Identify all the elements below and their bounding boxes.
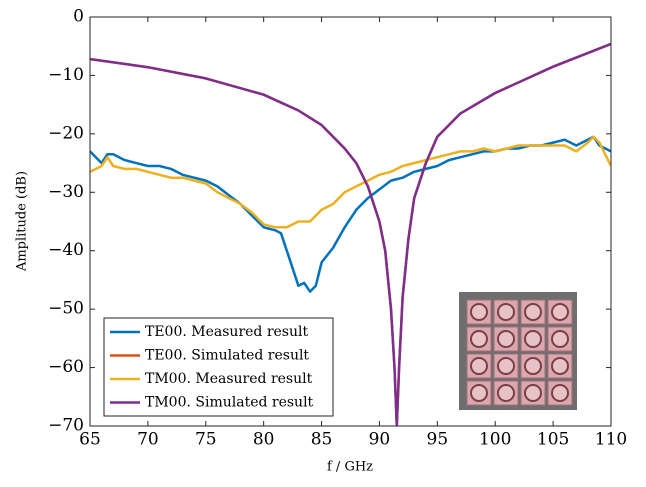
inset-ring <box>551 384 569 402</box>
y-tick-label: −40 <box>48 240 84 260</box>
y-tick-label: −50 <box>48 299 84 319</box>
legend-label: TM00. Measured result <box>145 371 313 387</box>
inset-ring <box>524 303 542 321</box>
y-tick-label: 0 <box>73 7 84 27</box>
inset-ring <box>497 303 515 321</box>
inset-ring <box>524 330 542 348</box>
y-axis-label: Amplitude (dB) <box>15 171 30 272</box>
inset-ring <box>551 303 569 321</box>
y-tick-label: −60 <box>48 357 84 377</box>
y-tick-label: −30 <box>48 182 84 202</box>
series-line <box>90 135 611 229</box>
legend-label: TE00. Measured result <box>145 324 308 340</box>
series-line <box>90 42 611 426</box>
axes-frame <box>89 16 612 427</box>
x-tick-label: 110 <box>595 430 627 450</box>
y-tick-label: −70 <box>48 416 84 436</box>
inset-ring <box>497 357 515 375</box>
y-tick-label: −10 <box>48 65 84 85</box>
legend-label: TM00. Simulated result <box>145 395 314 411</box>
inset-ring <box>497 384 515 402</box>
x-tick-label: 75 <box>195 430 217 450</box>
y-tick-label: −20 <box>48 123 84 143</box>
inset-ring <box>470 303 488 321</box>
inset-ring <box>470 330 488 348</box>
x-tick-label: 70 <box>137 430 159 450</box>
inset-ring <box>470 357 488 375</box>
x-tick-label: 65 <box>79 430 101 450</box>
inset-ring <box>551 330 569 348</box>
x-tick-label: 85 <box>311 430 333 450</box>
inset-ring <box>524 384 542 402</box>
x-tick-label: 90 <box>369 430 391 450</box>
inset-photo <box>459 292 577 410</box>
x-tick-label: 100 <box>479 430 511 450</box>
x-tick-label: 105 <box>537 430 569 450</box>
x-tick-label: 80 <box>253 430 275 450</box>
x-axis-label: f / GHz <box>327 460 373 475</box>
plot-area: 65 70 75 80 85 90 95 100 105 110 0 −10 −20 −30 −40 −50 −… <box>48 7 627 450</box>
inset-ring <box>497 330 515 348</box>
series-line <box>90 135 611 293</box>
legend: TE00. Measured result TE00. Simulated res… <box>103 317 334 417</box>
legend-label: TE00. Simulated result <box>145 348 309 364</box>
inset-ring <box>551 357 569 375</box>
inset-ring <box>470 384 488 402</box>
inset-ring <box>524 357 542 375</box>
x-tick-label: 95 <box>427 430 449 450</box>
